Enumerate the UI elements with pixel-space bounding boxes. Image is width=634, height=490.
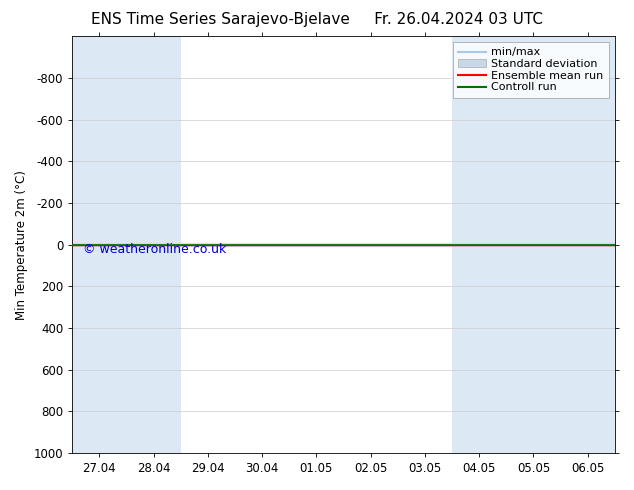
Text: © weatheronline.co.uk: © weatheronline.co.uk xyxy=(83,243,226,256)
Bar xyxy=(181,36,452,453)
Bar xyxy=(560,36,615,453)
Bar xyxy=(72,36,181,453)
Legend: min/max, Standard deviation, Ensemble mean run, Controll run: min/max, Standard deviation, Ensemble me… xyxy=(453,42,609,98)
Y-axis label: Min Temperature 2m (°C): Min Temperature 2m (°C) xyxy=(15,170,28,319)
Bar xyxy=(452,36,560,453)
Text: ENS Time Series Sarajevo-Bjelave     Fr. 26.04.2024 03 UTC: ENS Time Series Sarajevo-Bjelave Fr. 26.… xyxy=(91,12,543,27)
